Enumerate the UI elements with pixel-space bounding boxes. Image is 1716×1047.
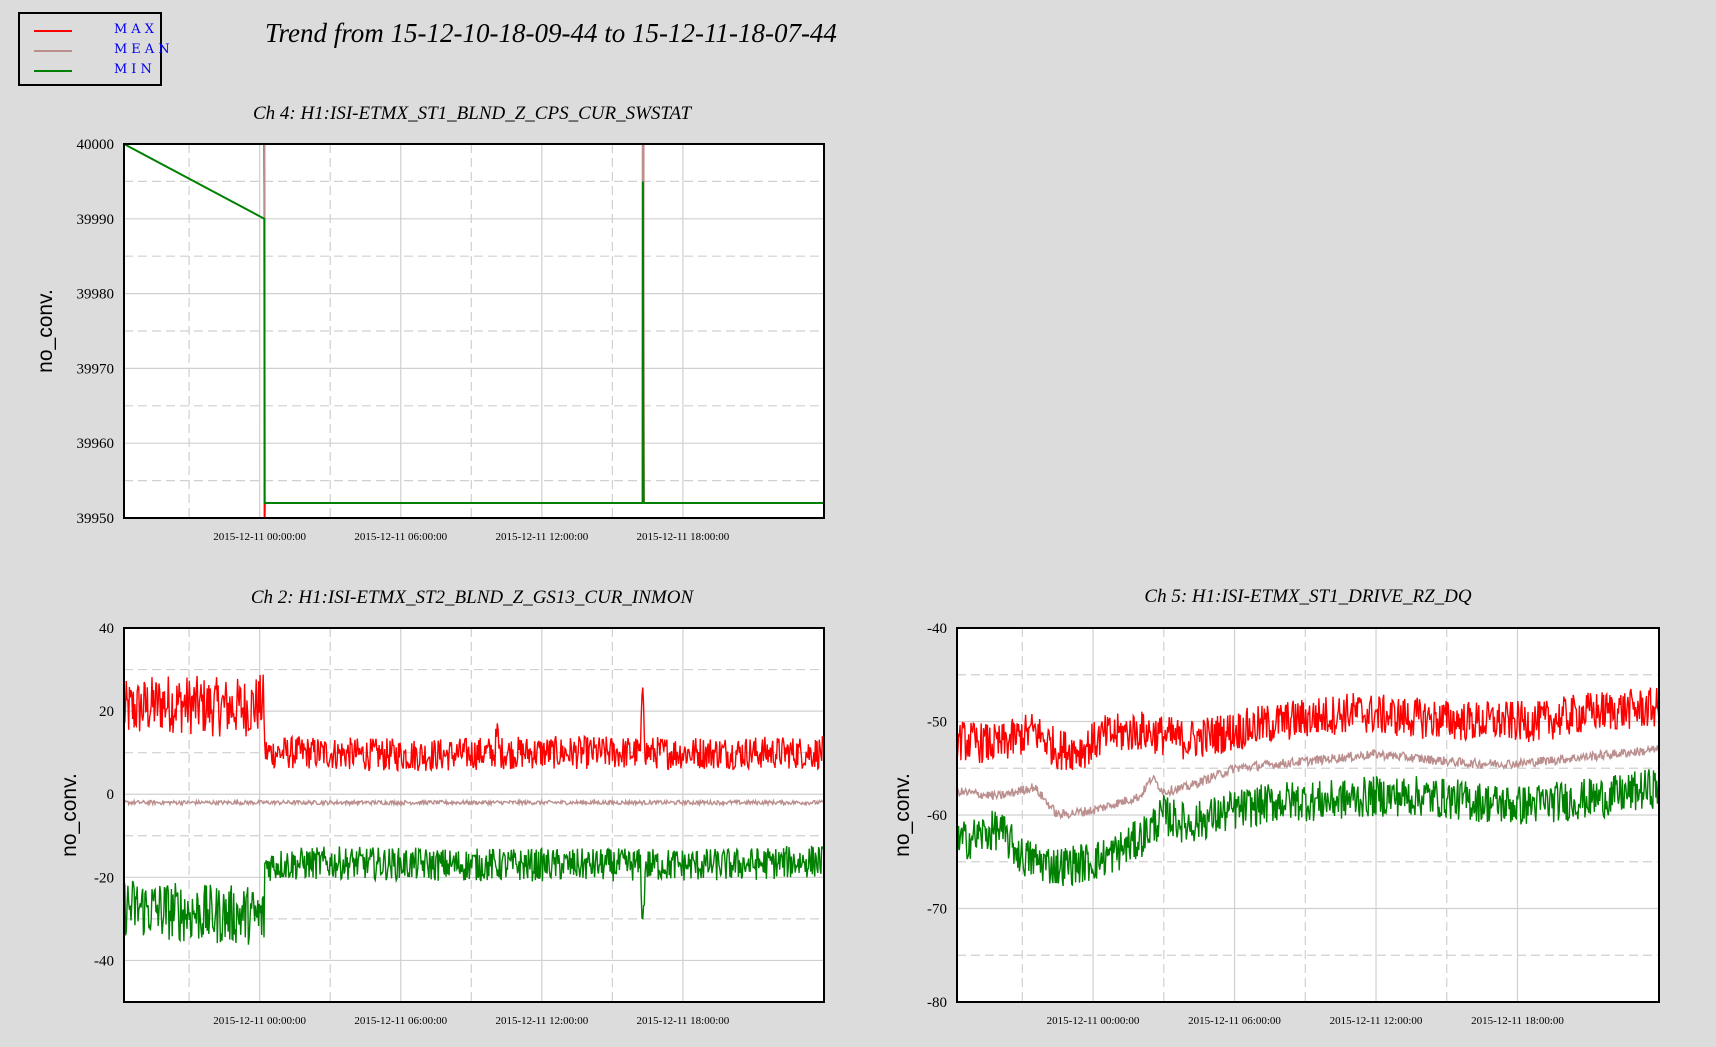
x-tick-label: 2015-12-11 00:00:00 (1047, 1015, 1140, 1027)
y-tick-label: -50 (927, 715, 947, 731)
series-line-mean (956, 744, 1660, 821)
y-axis-label: no_conv. (34, 289, 57, 373)
x-tick-label: 2015-12-11 06:00:00 (1188, 1015, 1281, 1027)
y-tick-label: -70 (927, 902, 947, 918)
legend-item-mean: MEAN (28, 42, 170, 58)
x-tick-label: 2015-12-11 06:00:00 (354, 1015, 447, 1027)
y-tick-label: -80 (927, 995, 947, 1011)
series-line-max (123, 674, 825, 773)
x-tick-label: 2015-12-11 12:00:00 (1330, 1015, 1423, 1027)
chart-panel-2: -40 -20 0 20 40 2015-12-11 00:00:00 2015-12-11… (58, 587, 825, 1027)
plot-frame (956, 627, 1660, 1003)
y-tick-label: 39980 (77, 287, 115, 303)
plot-area (124, 628, 824, 1002)
legend-swatch-max (34, 30, 72, 32)
x-tick-label: 2015-12-11 00:00:00 (213, 531, 306, 543)
x-tick-label: 2015-12-11 18:00:00 (637, 1015, 730, 1027)
chart-panel-3: -80 -70 -60 -50 -40 2015-12-11 00:00:00 2015-1… (891, 586, 1660, 1027)
series-line-min (956, 769, 1660, 887)
x-tick-label: 2015-12-11 12:00:00 (495, 531, 588, 543)
plot-frame (123, 143, 825, 519)
y-axis-label: no_conv. (891, 773, 914, 857)
legend-label-max: MAX (114, 22, 158, 37)
x-tick-label: 2015-12-11 12:00:00 (495, 1015, 588, 1027)
chart-title: Ch 4: H1:ISI-ETMX_ST1_BLND_Z_CPS_CUR_SWS… (253, 103, 693, 124)
series-line-min (123, 143, 824, 504)
x-tick-label: 2015-12-11 18:00:00 (637, 531, 730, 543)
y-tick-label: 39970 (77, 361, 115, 377)
y-tick-label: 39960 (77, 436, 115, 452)
y-tick-label: 40000 (77, 137, 115, 153)
y-tick-label: -60 (927, 808, 947, 824)
y-axis-label: no_conv. (58, 773, 81, 857)
series-line-mean (123, 797, 825, 808)
legend-item-min: MIN (28, 62, 162, 78)
y-tick-label: -40 (94, 953, 114, 969)
plot-frame (123, 627, 825, 1003)
page-title: Trend from 15-12-10-18-09-44 to 15-12-11… (265, 18, 837, 48)
series-line-min (123, 844, 825, 945)
legend: MAX MEAN MIN (18, 12, 170, 86)
y-tick-label: 0 (107, 787, 115, 803)
legend-swatch-mean (34, 50, 72, 52)
series-line-max (956, 687, 1660, 771)
y-tick-label: 39950 (77, 511, 115, 527)
legend-item-max: MAX (28, 22, 162, 38)
x-tick-label: 2015-12-11 06:00:00 (354, 531, 447, 543)
chart-title: Ch 5: H1:ISI-ETMX_ST1_DRIVE_RZ_DQ (1144, 586, 1471, 607)
legend-label-min: MIN (114, 62, 156, 77)
chart-title: Ch 2: H1:ISI-ETMX_ST2_BLND_Z_GS13_CUR_IN… (251, 587, 695, 608)
legend-swatch-min (34, 70, 72, 72)
x-tick-label: 2015-12-11 00:00:00 (213, 1015, 306, 1027)
y-tick-label: -40 (927, 621, 947, 637)
chart-panel-1: 39950 39960 39970 39980 39990 40000 2015-12-11… (34, 103, 825, 543)
legend-label-mean: MEAN (114, 42, 174, 57)
x-tick-label: 2015-12-11 18:00:00 (1471, 1015, 1564, 1027)
y-tick-label: 40 (99, 621, 114, 637)
y-tick-label: 39990 (77, 212, 115, 228)
y-tick-label: -20 (94, 870, 114, 886)
y-tick-label: 20 (99, 704, 114, 720)
